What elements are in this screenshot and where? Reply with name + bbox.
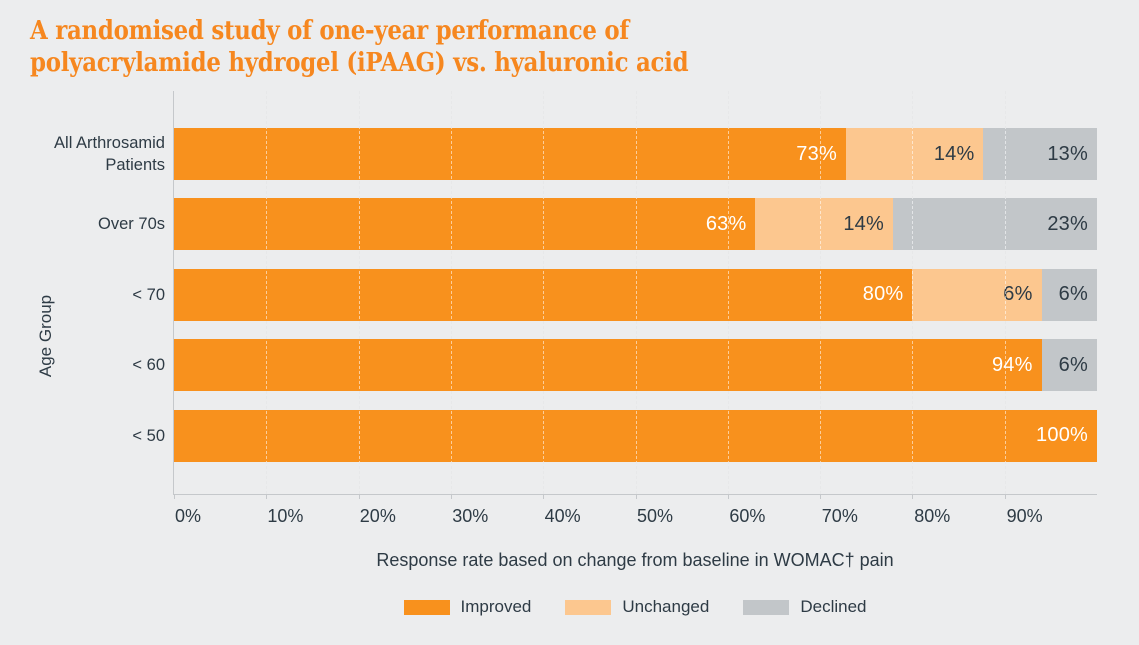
legend-item-declined: Declined	[743, 597, 867, 617]
value-label: 13%	[1047, 142, 1088, 165]
x-tick-label-50: 50%	[637, 506, 674, 526]
value-label: 23%	[1047, 212, 1088, 235]
category-label-line: < 60	[132, 356, 165, 375]
chart-title: A randomised study of one-year performan…	[30, 15, 689, 79]
category-label-line: < 70	[132, 285, 165, 304]
bar-segment-declined: 13%	[983, 128, 1097, 180]
x-tick-labels: 0% 10% 20% 30% 40% 50% 60% 70% 80% 90%	[173, 506, 1097, 528]
axis-tick-0	[174, 494, 175, 499]
x-tick-label-80: 80%	[914, 506, 951, 526]
gridline-overlay-10	[266, 91, 268, 494]
bar-segment-declined: 23%	[893, 198, 1097, 251]
bar-segment-unchanged: 14%	[755, 198, 893, 251]
value-label: 6%	[1058, 283, 1088, 306]
legend-label-unchanged: Unchanged	[622, 597, 710, 616]
legend-label-declined: Declined	[800, 597, 867, 616]
legend-swatch-declined	[743, 599, 790, 615]
value-label: 100%	[1036, 424, 1088, 447]
value-label: 73%	[796, 142, 837, 165]
category-label-line: < 50	[132, 426, 165, 445]
category-label-70: < 70	[0, 269, 165, 321]
value-label: 14%	[933, 142, 975, 165]
x-tick-label-10: 10%	[267, 506, 304, 526]
x-tick-label-40: 40%	[544, 506, 581, 526]
value-label: 6%	[1003, 283, 1033, 306]
gridline-overlay-80	[912, 91, 914, 494]
gridline-overlay-60	[727, 91, 729, 494]
chart-title-line2: polyacrylamide hydrogel (iPAAG) vs. hyal…	[30, 48, 689, 78]
value-label: 14%	[843, 212, 884, 235]
gridline-overlay-40	[543, 91, 545, 494]
category-label-line: All Arthrosamid	[54, 134, 165, 152]
legend: Improved Unchanged Declined	[173, 597, 1097, 617]
gridline-overlay-70	[820, 91, 822, 494]
bar-segment-unchanged: 14%	[845, 128, 984, 180]
gridline-overlay-30	[450, 91, 452, 494]
category-label-line: Patients	[105, 156, 165, 174]
x-axis-title: Response rate based on change from basel…	[376, 550, 894, 570]
category-label-line: Over 70s	[98, 215, 165, 234]
x-tick-label-30: 30%	[452, 506, 489, 526]
value-label: 94%	[991, 353, 1033, 376]
value-label: 63%	[705, 212, 747, 235]
axis-tick-90	[1004, 494, 1006, 499]
x-tick-label-70: 70%	[821, 506, 858, 526]
axis-tick-50	[635, 494, 637, 499]
plot-area: 73% 14% 13% 63% 14% 23% 80% 6% 6% 94% 6% 100%	[173, 91, 1097, 499]
gridline-overlay-20	[358, 91, 360, 494]
bar-segment-improved: 73%	[174, 128, 846, 180]
axis-tick-60	[727, 494, 729, 499]
axis-tick-40	[543, 494, 545, 499]
value-label: 80%	[862, 283, 904, 306]
bar-segment-declined: 6%	[1041, 268, 1097, 321]
bar-row-over-70s: 63% 14% 23%	[174, 198, 1097, 251]
category-labels: All Arthrosamid Patients Over 70s < 70 < 60 <…	[0, 91, 165, 495]
legend-swatch-improved	[403, 599, 450, 615]
x-tick-label-60: 60%	[729, 506, 766, 526]
category-label-all-arthrosamid-patients: All Arthrosamid Patients	[0, 128, 165, 180]
bar-segment-declined: 6%	[1041, 339, 1097, 392]
axis-tick-10	[266, 494, 268, 499]
category-label-over-70s: Over 70s	[0, 198, 165, 250]
axis-tick-80	[912, 494, 914, 499]
axis-tick-20	[358, 494, 360, 499]
x-tick-label-90: 90%	[1006, 506, 1043, 526]
x-tick-label-20: 20%	[359, 506, 396, 526]
legend-item-unchanged: Unchanged	[565, 597, 709, 617]
bar-segment-unchanged: 6%	[912, 268, 1042, 321]
value-label: 6%	[1058, 353, 1088, 376]
chart-title-line1: A randomised study of one-year performan…	[30, 16, 629, 46]
category-label-50: < 50	[0, 410, 165, 462]
x-tick-label-0: 0%	[175, 506, 202, 526]
bar-segment-improved: 63%	[174, 198, 756, 251]
gridline-overlay-90	[1004, 91, 1006, 494]
bar-segment-improved: 94%	[174, 339, 1042, 392]
bar-row-all-arthrosamid-patients: 73% 14% 13%	[174, 128, 1097, 180]
legend-swatch-unchanged	[565, 599, 612, 615]
axis-tick-70	[820, 494, 822, 499]
legend-item-improved: Improved	[403, 597, 532, 617]
legend-label-improved: Improved	[460, 597, 532, 616]
gridline-overlay-50	[635, 91, 637, 494]
bar-row-60: 94% 6%	[174, 339, 1097, 392]
axis-tick-30	[450, 494, 452, 499]
category-label-60: < 60	[0, 339, 165, 391]
